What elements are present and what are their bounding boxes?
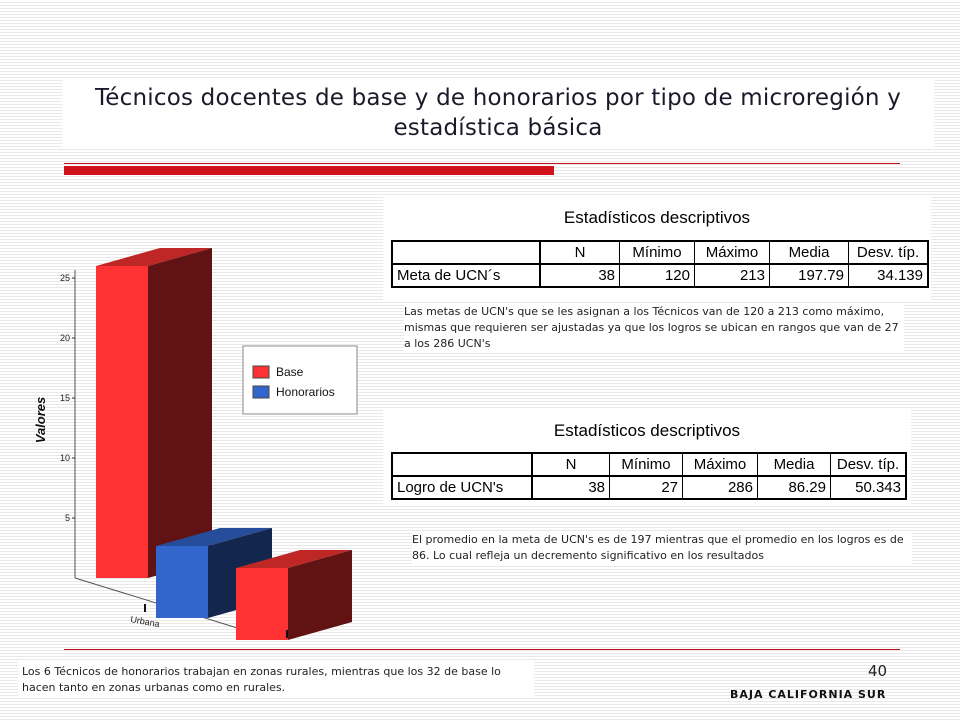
legend-swatch-base (252, 365, 270, 379)
header-maximo: Máximo (682, 452, 758, 477)
note-promedio: El promedio en la meta de UCN's es de 19… (412, 532, 912, 564)
stats-panel-meta: Estadísticos descriptivos N Mínimo Máxim… (383, 196, 931, 302)
stats-header-row: N Mínimo Máximo Media Desv. típ. (391, 452, 907, 477)
value-maximo: 286 (682, 475, 758, 500)
note-honorarios: Los 6 Técnicos de honorarios trabajan en… (18, 662, 534, 698)
bar-honorarios-front (156, 546, 208, 618)
title-divider-thin (64, 163, 900, 164)
header-desv: Desv. típ. (848, 240, 929, 265)
stats-title-logro: Estadísticos descriptivos (553, 421, 741, 440)
note-metas: Las metas de UCN's que se les asignan a … (404, 304, 904, 352)
row-label: Logro de UCN's (391, 475, 533, 500)
y-axis-label: Valores (33, 397, 48, 444)
page-number: 40 (868, 662, 888, 680)
y-tick-label: 15 (60, 393, 70, 403)
stats-data-row: Logro de UCN's 38 27 286 86.29 50.343 (391, 475, 907, 500)
header-minimo: Mínimo (609, 452, 683, 477)
header-maximo: Máximo (694, 240, 770, 265)
legend-label-honorarios: Honorarios (276, 385, 335, 399)
stats-table-meta: N Mínimo Máximo Media Desv. típ. Meta de… (391, 240, 929, 288)
value-desv: 34.139 (848, 263, 929, 288)
header-desv: Desv. típ. (830, 452, 907, 477)
value-media: 86.29 (757, 475, 831, 500)
header-media: Media (757, 452, 831, 477)
header-media: Media (769, 240, 849, 265)
bar-base-top (96, 248, 212, 266)
bar-base-front (236, 568, 288, 640)
y-tick-label: 10 (60, 453, 70, 463)
value-media: 197.79 (769, 263, 849, 288)
stats-header-row: N Mínimo Máximo Media Desv. típ. (391, 240, 929, 265)
value-n: 38 (531, 475, 610, 500)
value-desv: 50.343 (830, 475, 907, 500)
legend-box (242, 345, 358, 415)
stats-panel-logro: Estadísticos descriptivos N Mínimo Máxim… (383, 408, 911, 504)
footer-divider (64, 649, 900, 650)
stats-table-logro: N Mínimo Máximo Media Desv. típ. Logro d… (391, 452, 907, 500)
stats-data-row: Meta de UCN´s 38 120 213 197.79 34.139 (391, 263, 929, 288)
bar-base-side (288, 550, 352, 640)
value-minimo: 27 (609, 475, 683, 500)
title-divider-thick (64, 166, 554, 175)
page-title: Técnicos docentes de base y de honorario… (94, 85, 902, 141)
header-minimo: Mínimo (619, 240, 695, 265)
bar-base-side (148, 248, 212, 578)
value-minimo: 120 (619, 263, 695, 288)
y-tick-label: 25 (60, 273, 70, 283)
y-tick-label: 5 (65, 513, 70, 523)
header-blank (391, 240, 541, 265)
y-tick-label: 20 (60, 333, 70, 343)
legend-swatch-honorarios (252, 385, 270, 399)
bar-honorarios-top (156, 528, 272, 546)
value-maximo: 213 (694, 263, 770, 288)
bar-chart-3d: Valores252015105UrbanaRuralBaseHonorario… (33, 248, 358, 640)
bar-base-front (96, 266, 148, 578)
x-tick-label: Urbana (130, 614, 161, 629)
title-box: Técnicos docentes de base y de honorario… (62, 78, 934, 148)
header-n: N (539, 240, 620, 265)
header-blank (391, 452, 533, 477)
header-n: N (531, 452, 610, 477)
footer-label: BAJA CALIFORNIA SUR (730, 688, 887, 701)
bar-base-top (236, 550, 352, 568)
legend-label-base: Base (276, 365, 304, 379)
row-label: Meta de UCN´s (391, 263, 541, 288)
value-n: 38 (539, 263, 620, 288)
stats-title-meta: Estadísticos descriptivos (563, 208, 751, 227)
